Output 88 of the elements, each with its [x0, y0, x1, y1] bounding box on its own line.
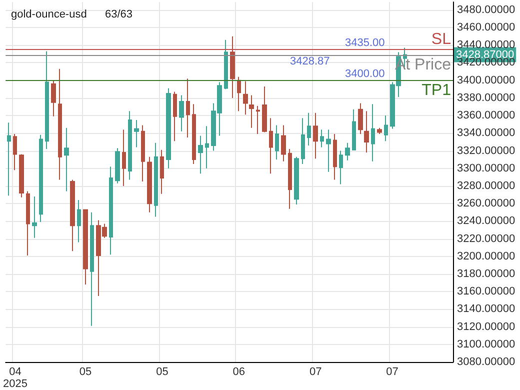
candlestick	[281, 124, 286, 162]
candlestick	[32, 196, 37, 238]
y-tick-label: 3380.00000	[457, 92, 516, 104]
x-tick-label: 04 2025	[2, 366, 28, 390]
y-tick-label: 3120.00000	[457, 320, 516, 333]
candlestick	[134, 119, 139, 148]
candlestick	[147, 156, 152, 213]
candlestick	[249, 94, 254, 128]
y-tick-label: 3480.00000	[457, 4, 516, 16]
candlestick	[64, 127, 69, 192]
candlestick	[109, 166, 113, 256]
x-tick-label: 07	[309, 366, 322, 378]
candlestick	[256, 105, 260, 135]
candlestick	[237, 76, 241, 112]
candlestick	[224, 39, 228, 90]
candlestick	[45, 50, 49, 150]
candlestick	[166, 88, 171, 169]
candlestick	[243, 80, 248, 116]
annotation: 3400.00	[345, 68, 385, 80]
candlestick	[160, 149, 164, 194]
annotation: 3428.87	[290, 55, 330, 68]
candlestick	[384, 115, 388, 142]
candlestick	[198, 135, 203, 174]
candlestick	[301, 118, 305, 164]
text: 63/63	[105, 8, 133, 20]
candlestick	[26, 190, 30, 256]
ref-line-label: SL	[431, 31, 452, 48]
candlestick	[192, 104, 196, 164]
candlestick	[262, 86, 267, 133]
candlestick	[294, 156, 299, 205]
candlestick	[352, 108, 356, 150]
candlestick	[58, 68, 62, 180]
candlestick	[333, 134, 337, 180]
y-tick-label: 3260.00000	[457, 198, 516, 210]
candlestick	[371, 104, 375, 162]
candlestick	[326, 129, 331, 172]
x-tick-label: 05	[156, 366, 168, 378]
candlestick	[288, 148, 292, 210]
ref-line-label: TP1	[422, 82, 452, 99]
y-tick-label: 3160.00000	[457, 286, 516, 298]
y-tick-label: 3320.00000	[457, 144, 516, 157]
candlestick	[141, 124, 145, 182]
candlestick	[275, 124, 279, 160]
candlestick	[230, 36, 235, 98]
y-tick-label: 3300.00000	[457, 162, 516, 174]
candlestick	[77, 200, 81, 243]
candlestick	[186, 78, 190, 138]
y-tick-label: 3100.00000	[457, 338, 516, 350]
candlestick	[7, 122, 11, 196]
candlestick	[313, 112, 318, 160]
candlestick	[19, 154, 24, 198]
y-tick-label: 3400.00000	[457, 74, 516, 86]
candlestick	[307, 112, 311, 146]
candlestick	[320, 129, 324, 148]
y-tick-label: 3280.00000	[457, 180, 516, 192]
candlestick	[115, 148, 120, 184]
y-tick-label: 3220.00000	[457, 232, 516, 245]
candlestick	[345, 142, 350, 161]
y-tick-label: 3460.00000	[457, 22, 516, 34]
candlestick	[90, 212, 94, 326]
x-tick-label: 06	[232, 366, 246, 378]
candlestick	[173, 91, 177, 142]
y-tick-label: 3080.00000	[457, 356, 516, 368]
candlestick	[269, 118, 273, 174]
candlestick	[154, 142, 158, 218]
candlestick	[179, 94, 184, 132]
text: gold-ounce-usd	[11, 8, 87, 20]
candlestick	[205, 126, 209, 169]
annotation: 3435.00	[345, 37, 385, 50]
y-tick-label: 3340.00000	[457, 127, 516, 140]
candlestick	[358, 102, 363, 135]
y-tick-label: 3180.00000	[457, 268, 516, 280]
y-tick-label: 3140.00000	[457, 303, 516, 316]
candlestick	[364, 110, 369, 154]
candlestick	[122, 129, 126, 186]
y-tick-label: 3360.00000	[457, 110, 516, 122]
candlestick	[51, 80, 56, 117]
candlestick	[13, 134, 17, 171]
y-tick-label: 3240.00000	[457, 215, 516, 228]
candlestick	[83, 209, 88, 286]
candlestick	[39, 134, 43, 223]
x-tick-label: 05	[79, 366, 92, 378]
candlestick	[339, 150, 343, 185]
candlestick	[377, 127, 382, 135]
candlestick	[128, 110, 132, 180]
x-tick-label: 07	[386, 366, 398, 378]
y-tick-label: 3200.00000	[457, 250, 516, 262]
candlestick	[70, 179, 75, 252]
